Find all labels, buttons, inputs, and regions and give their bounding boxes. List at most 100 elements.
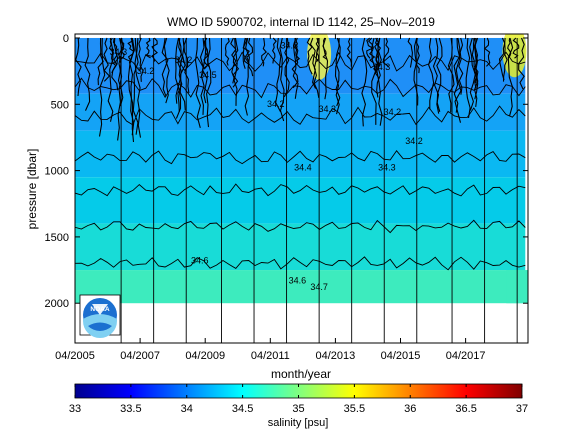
noaa-logo: NOAA bbox=[79, 294, 121, 338]
contour-label: 34.2 bbox=[267, 99, 285, 109]
salinity-contours bbox=[75, 51, 526, 271]
surface-noise-line bbox=[279, 37, 285, 122]
contour-label: 34.8 bbox=[281, 41, 299, 51]
surface-noise-line bbox=[127, 37, 135, 60]
contour-label: 34.7 bbox=[310, 282, 328, 292]
surface-noise-line bbox=[134, 37, 142, 138]
surface-noise-line bbox=[376, 37, 381, 98]
plot-area: 34.2 34.3 34.2 34.5 34.2 34.3 34.3 34.2 34.2 34.3… bbox=[75, 34, 528, 343]
surface-noise-line bbox=[474, 37, 479, 107]
colorbar-tick-label: 33 bbox=[69, 403, 81, 415]
profile-lines bbox=[120, 37, 518, 343]
x-axis: 04/2005 04/2007 04/2009 04/2011 04/2013 04/20… bbox=[55, 34, 485, 362]
surface-noise-line bbox=[507, 37, 514, 117]
surface-noise-line bbox=[367, 37, 376, 64]
surface-noise-line bbox=[322, 37, 329, 100]
surface-noise-line bbox=[283, 37, 290, 98]
contour-label: 34.3 bbox=[378, 163, 396, 173]
surface-noise-line bbox=[502, 37, 508, 82]
x-tick-label: 04/2011 bbox=[251, 350, 290, 362]
salinity-layer-34.6 bbox=[75, 223, 526, 271]
contour-label: 34.2 bbox=[137, 66, 155, 76]
y-tick-label: 2000 bbox=[45, 298, 69, 310]
surface-noise-line bbox=[458, 37, 464, 95]
surface-noise-line bbox=[175, 37, 182, 119]
salinity-layer-34.4 bbox=[75, 130, 526, 178]
surface-noise-line bbox=[194, 37, 201, 129]
colorbar-tick-label: 34.5 bbox=[232, 403, 253, 415]
surface-noise-line bbox=[292, 37, 299, 99]
colorbar-tick-label: 35.5 bbox=[344, 403, 365, 415]
surface-noise-line bbox=[111, 37, 119, 91]
surface-noise-line bbox=[498, 37, 506, 81]
colorbar-tick-label: 36 bbox=[404, 403, 416, 415]
surface-noise-line bbox=[335, 37, 341, 107]
contour-label: 34.4 bbox=[294, 163, 312, 173]
surface-noise-line bbox=[413, 37, 419, 106]
contour-label: 34.5 bbox=[199, 70, 217, 80]
surface-noise-line bbox=[244, 37, 250, 116]
contour-labels: 34.2 34.3 34.2 34.5 34.2 34.3 34.3 34.2 34.2 34.3… bbox=[110, 41, 423, 292]
y-tick-label: 1000 bbox=[45, 166, 69, 178]
surface-noise-line bbox=[471, 37, 479, 84]
surface-noise-line bbox=[454, 37, 462, 123]
contour-label: 34.6 bbox=[191, 255, 209, 265]
surface-noise-line bbox=[246, 37, 254, 77]
contour-label: 34.3 bbox=[110, 47, 128, 57]
contour-34.6 bbox=[75, 183, 526, 197]
surface-noise-line bbox=[179, 37, 186, 111]
x-tick-label: 04/2007 bbox=[120, 350, 160, 362]
surface-noise-line bbox=[376, 37, 383, 126]
surface-noise-line bbox=[242, 37, 250, 65]
surface-noise-line bbox=[161, 37, 169, 97]
surface-noise-line bbox=[199, 37, 205, 115]
surface-noise-line bbox=[145, 37, 151, 59]
x-axis-label: month/year bbox=[271, 367, 331, 381]
x-tick-label: 04/2005 bbox=[55, 350, 95, 362]
x-tick-label: 04/2013 bbox=[316, 350, 356, 362]
surface-noise-line bbox=[306, 37, 313, 75]
surface-noise-line bbox=[294, 37, 301, 63]
colorbar-label: salinity [psu] bbox=[268, 417, 329, 429]
noaa-logo-icon bbox=[83, 298, 117, 338]
surface-noise-line bbox=[428, 37, 435, 110]
y-tick-label: 0 bbox=[63, 33, 69, 45]
surface-noise-line bbox=[371, 37, 377, 125]
colorbar-tick-label: 34 bbox=[181, 403, 193, 415]
y-tick-label: 1500 bbox=[45, 232, 69, 244]
x-tick-label: 04/2015 bbox=[381, 350, 421, 362]
surface-noise-line bbox=[103, 37, 111, 82]
x-tick-label: 04/2009 bbox=[185, 350, 225, 362]
colorbar-ticks: 33 33.5 34 34.5 35 35.5 36 36.5 37 bbox=[69, 384, 528, 415]
surface-noise-line bbox=[203, 37, 209, 70]
surface-noise-line bbox=[177, 37, 183, 112]
colorbar-tick-label: 33.5 bbox=[120, 403, 141, 415]
x-tick-label: 04/2017 bbox=[446, 350, 486, 362]
contour-label: 34.6 bbox=[289, 275, 307, 285]
surface-noise-line bbox=[224, 37, 230, 66]
colorbar-tick-label: 36.5 bbox=[455, 403, 476, 415]
y-tick-label: 500 bbox=[51, 99, 69, 111]
logo-text: NOAA bbox=[90, 306, 109, 313]
surface-noise-line bbox=[436, 37, 443, 112]
surface-noise-line bbox=[512, 37, 520, 59]
surface-noise-line bbox=[346, 37, 352, 67]
colorbar: 33 33.5 34 34.5 35 35.5 36 36.5 37 salinity [psu… bbox=[69, 383, 528, 429]
y-axis: 0 500 1000 1500 2000 bbox=[45, 33, 528, 310]
surface-noise-line bbox=[483, 37, 491, 67]
contour-34.4 bbox=[75, 105, 526, 126]
contour-34.2 bbox=[75, 51, 526, 72]
contour-label: 34.2 bbox=[175, 55, 193, 65]
chart-title: WMO ID 5900702, internal ID 1142, 25–Nov… bbox=[167, 15, 435, 29]
colorbar-tick-label: 37 bbox=[516, 403, 528, 415]
colorbar-tick-label: 35 bbox=[292, 403, 304, 415]
surface-noise-line bbox=[361, 37, 368, 127]
y-axis-label: pressure [dbar] bbox=[25, 149, 39, 230]
surface-noise-line bbox=[202, 37, 208, 104]
surface-noise-line bbox=[183, 37, 190, 94]
surface-noise-line bbox=[84, 37, 91, 111]
salinity-layer-34.5 bbox=[75, 177, 526, 224]
surface-noise-line bbox=[373, 37, 380, 74]
contour-34.3 bbox=[75, 77, 526, 99]
